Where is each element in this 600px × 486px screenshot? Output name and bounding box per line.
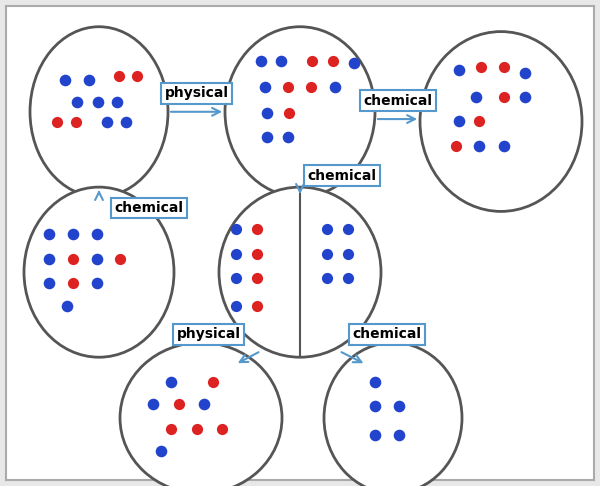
Point: [208, 378, 218, 385]
Point: [231, 226, 241, 233]
Point: [60, 76, 70, 84]
Point: [102, 119, 112, 126]
Point: [44, 279, 54, 287]
Point: [93, 98, 103, 106]
Point: [252, 250, 262, 258]
Point: [370, 402, 380, 410]
Point: [252, 226, 262, 233]
Point: [174, 400, 184, 408]
Point: [474, 142, 484, 150]
Text: physical: physical: [177, 328, 241, 341]
Text: chemical: chemical: [353, 328, 421, 341]
Point: [330, 84, 340, 91]
Point: [148, 400, 158, 408]
Point: [451, 142, 461, 150]
Point: [343, 226, 353, 233]
Point: [262, 133, 272, 141]
Point: [322, 274, 332, 282]
Point: [520, 93, 530, 101]
Point: [370, 431, 380, 439]
Ellipse shape: [24, 187, 174, 357]
Point: [68, 255, 78, 262]
Point: [349, 59, 359, 67]
Point: [307, 57, 317, 65]
Ellipse shape: [420, 32, 582, 211]
Point: [92, 279, 102, 287]
Point: [166, 378, 176, 385]
Point: [44, 230, 54, 238]
Point: [252, 274, 262, 282]
Point: [112, 98, 122, 106]
Point: [322, 226, 332, 233]
Ellipse shape: [225, 27, 375, 197]
Point: [68, 279, 78, 287]
Point: [322, 250, 332, 258]
Point: [68, 230, 78, 238]
Point: [199, 400, 209, 408]
Point: [343, 250, 353, 258]
Point: [284, 109, 294, 117]
Point: [276, 57, 286, 65]
Ellipse shape: [120, 343, 282, 486]
Point: [474, 118, 484, 125]
Point: [394, 431, 404, 439]
Point: [121, 119, 131, 126]
Point: [72, 98, 82, 106]
Point: [256, 57, 266, 65]
Point: [499, 63, 509, 71]
Point: [84, 76, 94, 84]
Point: [156, 447, 166, 455]
Point: [394, 402, 404, 410]
Point: [92, 230, 102, 238]
Point: [252, 302, 262, 310]
Text: chemical: chemical: [307, 169, 377, 183]
Text: physical: physical: [165, 87, 229, 100]
Point: [262, 109, 272, 117]
Point: [520, 69, 530, 77]
Point: [115, 255, 125, 262]
Point: [71, 119, 81, 126]
Point: [283, 133, 293, 141]
Point: [499, 93, 509, 101]
Point: [499, 142, 509, 150]
Ellipse shape: [324, 343, 462, 486]
Point: [217, 425, 227, 433]
FancyBboxPatch shape: [6, 6, 594, 480]
Point: [52, 119, 62, 126]
Point: [231, 250, 241, 258]
Point: [132, 72, 142, 80]
Point: [44, 255, 54, 262]
Point: [260, 84, 270, 91]
Point: [231, 274, 241, 282]
Point: [192, 425, 202, 433]
Text: chemical: chemical: [115, 201, 184, 215]
Point: [454, 118, 464, 125]
Point: [454, 67, 464, 74]
Text: chemical: chemical: [364, 94, 432, 107]
Point: [343, 274, 353, 282]
Point: [370, 378, 380, 385]
Point: [92, 255, 102, 262]
Point: [328, 57, 338, 65]
Point: [476, 63, 486, 71]
Point: [114, 72, 124, 80]
Ellipse shape: [219, 187, 381, 357]
Point: [166, 425, 176, 433]
Point: [231, 302, 241, 310]
Point: [283, 84, 293, 91]
Ellipse shape: [30, 27, 168, 197]
Point: [306, 84, 316, 91]
Point: [62, 302, 72, 310]
Point: [471, 93, 481, 101]
